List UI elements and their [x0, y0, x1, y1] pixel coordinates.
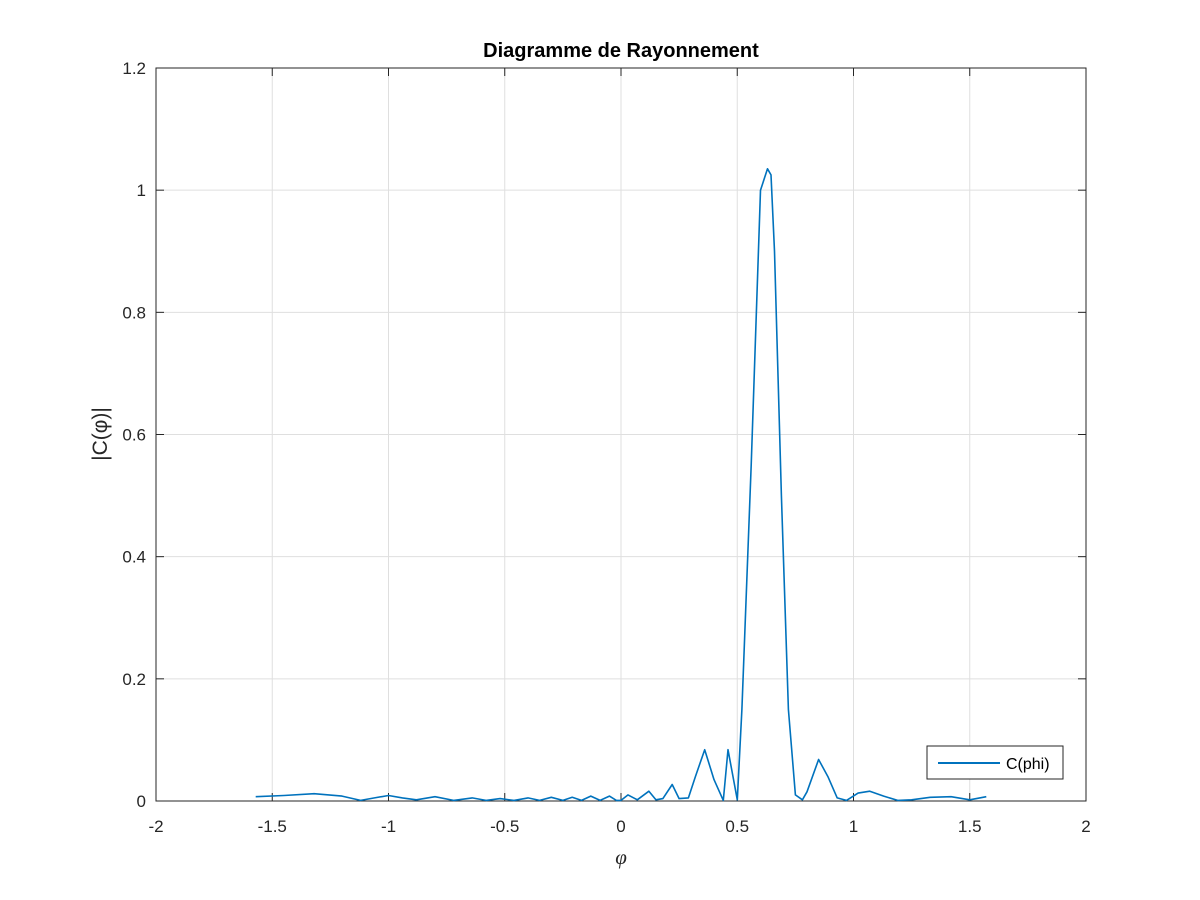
data-point [795, 794, 797, 796]
y-tick-label: 1.2 [122, 59, 146, 78]
data-point [527, 797, 529, 799]
data-point [770, 174, 772, 176]
data-point [581, 800, 583, 802]
data-point [388, 795, 390, 797]
data-point [471, 797, 473, 799]
data-point [360, 800, 362, 802]
data-point [402, 797, 404, 799]
data-point [713, 779, 715, 781]
data-point [827, 776, 829, 778]
legend: C(phi) [926, 745, 1064, 780]
data-point [741, 709, 743, 711]
data-point [857, 792, 859, 794]
data-point [985, 796, 987, 798]
labels: Diagramme de Rayonnement φ |C(φ)| [89, 40, 759, 869]
data-point [806, 791, 808, 793]
x-tick-label: 0.5 [725, 817, 749, 836]
x-tick-label: 2 [1081, 817, 1090, 836]
data-point [750, 464, 752, 466]
y-tick-label: 0.8 [122, 303, 146, 322]
y-tick-label: 1 [137, 181, 146, 200]
data-point [485, 800, 487, 802]
data-point [562, 800, 564, 802]
y-tick-label: 0.6 [122, 426, 146, 445]
y-tick-label: 0 [137, 792, 146, 811]
x-tick-label: 1 [849, 817, 858, 836]
data-point [550, 797, 552, 799]
data-point [283, 795, 285, 797]
data-point [781, 495, 783, 497]
data-point [453, 800, 455, 802]
data-point [341, 795, 343, 797]
data-point [662, 798, 664, 800]
series-line-c-phi [255, 168, 987, 802]
data-point [671, 784, 673, 786]
data-point [846, 800, 848, 802]
data-point [723, 800, 725, 802]
data-point [836, 797, 838, 799]
data-point [416, 799, 418, 801]
data-point [678, 798, 680, 800]
x-axis-label: φ [615, 845, 627, 869]
data-point [929, 797, 931, 799]
data-point [374, 797, 376, 799]
data-point [950, 796, 952, 798]
data-point [869, 790, 871, 792]
data-point [818, 759, 820, 761]
data-point [434, 796, 436, 798]
legend-label-c-phi: C(phi) [1006, 756, 1050, 773]
data-point [767, 168, 769, 170]
data-point [255, 796, 257, 798]
data-point [616, 800, 618, 802]
data-point [911, 799, 913, 801]
data-point [688, 797, 690, 799]
data-point [609, 795, 611, 797]
data-point [590, 795, 592, 797]
data-point [774, 250, 776, 252]
data-point [571, 797, 573, 799]
data-point [513, 800, 515, 802]
data-point [539, 800, 541, 802]
data-point [695, 776, 697, 778]
x-tick-label: -1.5 [258, 817, 287, 836]
y-tick-label: 0.4 [122, 548, 146, 567]
data-point [313, 793, 315, 795]
x-tick-label: -2 [148, 817, 163, 836]
data-point [727, 749, 729, 751]
data-point [627, 794, 629, 796]
y-axis-label: |C(φ)| [89, 407, 112, 461]
data-point [499, 798, 501, 800]
x-tick-label: -0.5 [490, 817, 519, 836]
series-layer [255, 168, 987, 802]
data-point [620, 800, 622, 802]
data-point [802, 799, 804, 801]
data-point [788, 709, 790, 711]
data-point [883, 795, 885, 797]
data-point [636, 799, 638, 801]
x-tick-label: 0 [616, 817, 625, 836]
data-point [969, 799, 971, 801]
y-tick-label: 0.2 [122, 670, 146, 689]
x-tick-label: -1 [381, 817, 396, 836]
data-point [736, 799, 738, 801]
data-point [760, 189, 762, 191]
chart-title: Diagramme de Rayonnement [483, 40, 759, 62]
data-point [704, 749, 706, 751]
data-point [897, 800, 899, 802]
data-point [599, 800, 601, 802]
data-point [655, 799, 657, 801]
data-point [648, 790, 650, 792]
x-tick-label: 1.5 [958, 817, 982, 836]
